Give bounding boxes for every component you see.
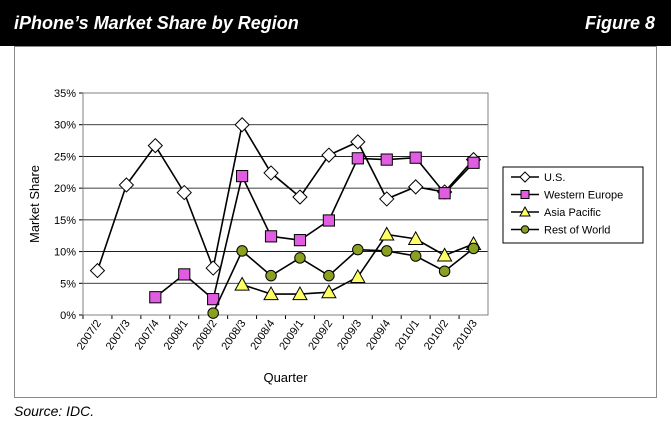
series-lines [89, 117, 482, 319]
data-point [234, 117, 250, 133]
legend-marker [520, 190, 530, 199]
data-point [409, 151, 422, 164]
data-point [407, 230, 424, 245]
x-tick-label: 2008/2 [191, 318, 220, 352]
legend: U.S. Western Europe Asia Pacific Rest of Wo… [502, 166, 644, 244]
data-point [294, 252, 306, 264]
series-line [212, 247, 475, 314]
data-point [322, 214, 335, 227]
data-point [407, 179, 424, 195]
data-point [207, 293, 220, 306]
series-line [241, 233, 474, 295]
x-tick-label: 2010/3 [451, 318, 480, 352]
data-point [234, 276, 250, 291]
data-point [321, 147, 337, 163]
y-axis-label: Market Share [27, 165, 42, 243]
grid-lines [79, 92, 488, 319]
data-point [176, 184, 192, 201]
y-tick-label: 25% [54, 151, 76, 163]
data-point [263, 286, 279, 301]
data-point [436, 247, 453, 262]
data-point [349, 268, 366, 284]
x-tick-label: 2008/4 [248, 318, 277, 352]
data-point [178, 268, 191, 281]
chart-frame: 0% 5% 10% 15% 20% 25% 30% 35% 2007/2 2007/3 2007/… [14, 46, 657, 398]
x-tick-label: 2009/2 [306, 318, 335, 352]
x-tick-label: 2007/2 [75, 318, 104, 352]
series-circle [207, 242, 480, 319]
data-point [292, 189, 308, 205]
x-tick-label: 2010/1 [393, 318, 422, 352]
data-point [381, 245, 393, 257]
series-line [154, 156, 475, 301]
figure-number: Figure 8 [584, 13, 655, 33]
x-tick-label: 2008/3 [219, 318, 248, 352]
data-point [293, 234, 307, 247]
data-point [292, 286, 308, 301]
legend-marker [520, 225, 530, 234]
data-point [352, 243, 364, 256]
data-point [149, 291, 162, 304]
x-axis-label: Quarter [263, 370, 308, 385]
y-tick-label: 5% [60, 278, 76, 290]
legend-entry: Western Europe [544, 190, 623, 202]
x-tick-label: 2007/3 [104, 318, 133, 352]
data-point [321, 284, 337, 299]
data-point [264, 230, 278, 243]
y-tick-label: 20% [54, 183, 76, 195]
y-tick-label: 35% [54, 88, 76, 100]
data-point [351, 152, 364, 165]
x-tick-label: 2009/3 [335, 318, 364, 352]
data-point [205, 260, 221, 276]
x-tick-label: 2007/4 [133, 318, 162, 352]
data-point [147, 137, 164, 154]
legend-entry: Asia Pacific [544, 207, 601, 219]
data-point [438, 265, 451, 277]
figure-header: iPhone’s Market Share by Region Figure 8 [0, 0, 671, 46]
y-tick-label: 30% [54, 120, 76, 132]
x-tick-label: 2009/1 [277, 318, 306, 352]
source-note: Source: IDC. [14, 403, 95, 419]
data-point [118, 177, 135, 193]
y-tick-label: 15% [54, 215, 76, 227]
data-point [467, 156, 480, 169]
series-diamond [89, 117, 482, 279]
legend-marker [519, 205, 531, 217]
legend-entry: U.S. [544, 172, 565, 184]
data-point [438, 187, 451, 200]
x-tick-labels: 2007/2 2007/3 2007/4 2008/1 2008/2 2008/3 2008… [75, 318, 480, 352]
data-point [263, 165, 279, 181]
x-tick-label: 2010/2 [422, 318, 451, 352]
data-point [380, 153, 393, 166]
y-tick-label: 0% [60, 310, 76, 322]
series-square [149, 151, 480, 306]
data-point [236, 245, 248, 257]
y-tick-labels: 0% 5% 10% 15% 20% 25% 30% 35% [54, 88, 76, 322]
y-tick-label: 10% [54, 247, 76, 259]
data-point [467, 242, 480, 255]
data-point [236, 169, 249, 183]
data-point [378, 226, 395, 241]
x-tick-label: 2009/4 [364, 318, 393, 352]
figure-title: iPhone’s Market Share by Region [14, 13, 299, 33]
data-point [409, 250, 422, 262]
data-point [265, 269, 277, 282]
data-point [379, 191, 395, 207]
legend-marker [519, 171, 531, 183]
line-chart: 0% 5% 10% 15% 20% 25% 30% 35% 2007/2 2007/3 2007/… [27, 88, 644, 385]
x-tick-label: 2008/1 [162, 318, 191, 352]
legend-entry: Rest of World [544, 225, 610, 237]
plot-area [82, 92, 489, 316]
data-point [350, 134, 366, 150]
data-point [323, 269, 335, 282]
data-point [89, 262, 106, 279]
data-point [207, 307, 219, 319]
